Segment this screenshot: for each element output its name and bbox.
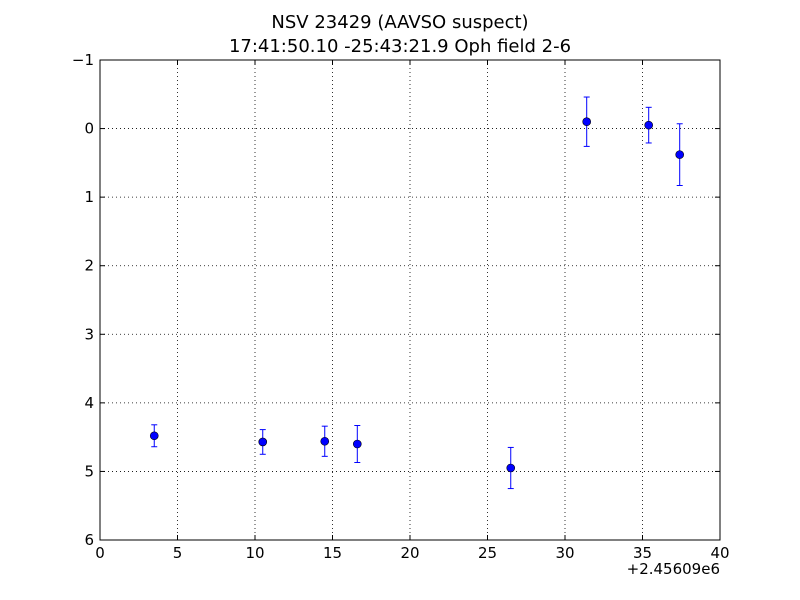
- y-tick-label: 5: [84, 462, 94, 480]
- data-point: [320, 436, 330, 446]
- x-tick-label: 15: [323, 544, 342, 562]
- chart-title: NSV 23429 (AAVSO suspect): [271, 12, 529, 33]
- y-tick-label: 3: [84, 325, 94, 343]
- y-tick-label: 1: [84, 188, 94, 206]
- data-point: [675, 150, 685, 159]
- x-tick-label: 10: [245, 544, 264, 562]
- chart-subtitle: 17:41:50.10 -25:43:21.9 Oph field 2-6: [228, 36, 572, 57]
- x-tick-label: 30: [555, 544, 574, 562]
- y-tick-label: 6: [84, 531, 94, 549]
- grid-lines: [100, 60, 720, 540]
- y-tick-label: −1: [72, 51, 94, 69]
- x-tick-label: 0: [95, 544, 105, 562]
- y-tick-label: 4: [84, 394, 94, 412]
- x-tick-label: 25: [478, 544, 497, 562]
- data-point: [352, 439, 362, 449]
- x-tick-label: 5: [173, 544, 183, 562]
- data-point: [582, 117, 592, 127]
- y-tick-label: 2: [84, 257, 94, 275]
- x-tick-label: 20: [400, 544, 419, 562]
- x-tick-label: 35: [633, 544, 652, 562]
- y-tick-label: 0: [84, 120, 94, 138]
- axis-ticks: 0 5 10 15 20 25 30 35 40 −1 0 1 2 3 4 5 6: [72, 51, 730, 562]
- data-series: [149, 96, 685, 490]
- data-point: [149, 431, 159, 441]
- data-point: [644, 120, 654, 130]
- x-offset-label: +2.45609e6: [627, 560, 720, 578]
- data-point: [258, 437, 268, 447]
- x-tick-label: 40: [710, 544, 729, 562]
- data-point: [506, 463, 516, 473]
